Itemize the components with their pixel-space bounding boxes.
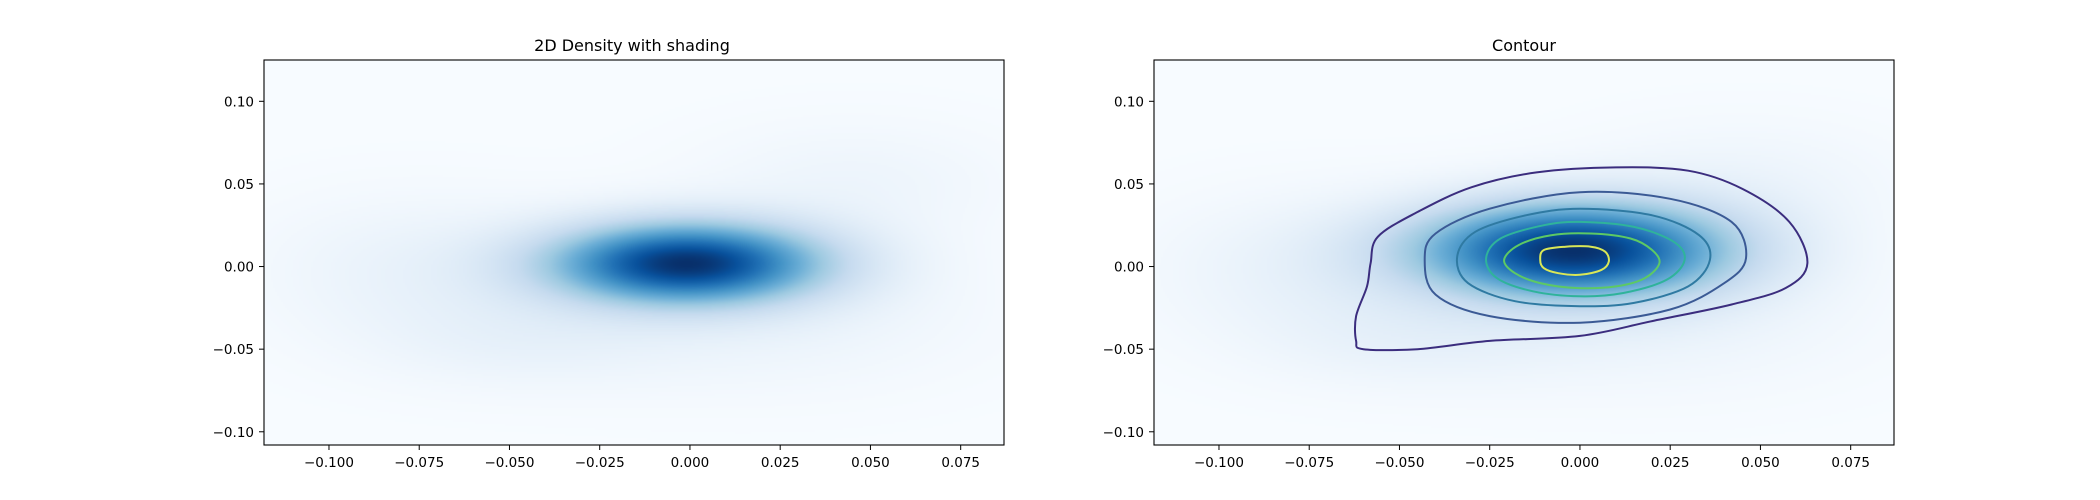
x-tick-label: −0.075 bbox=[394, 455, 444, 471]
contour-line bbox=[1539, 245, 1610, 276]
x-tick-label: −0.075 bbox=[1284, 455, 1334, 471]
x-tick-label: −0.025 bbox=[1465, 455, 1515, 471]
plot-frame bbox=[263, 59, 1005, 446]
contour-line bbox=[1353, 166, 1809, 352]
y-tick-label: −0.05 bbox=[213, 342, 254, 358]
x-tick-label: 0.000 bbox=[1561, 455, 1600, 471]
contour-heatmap bbox=[1154, 60, 1894, 445]
x-tick-label: −0.100 bbox=[304, 455, 354, 471]
x-tick-label: 0.075 bbox=[941, 455, 980, 471]
x-axis: −0.100 −0.075 −0.050 −0.025 0.000 0.025 0.050 0… bbox=[1194, 445, 1870, 471]
y-tick-label: −0.10 bbox=[1103, 425, 1144, 441]
y-axis: −0.10 −0.05 0.00 0.05 0.10 bbox=[213, 94, 264, 441]
contour-panel: Contour −0.100 −0.075 −0.050 −0.025 0.000 0.0… bbox=[1103, 36, 1895, 471]
contour-lines bbox=[1353, 166, 1809, 352]
contour-line bbox=[1503, 232, 1661, 290]
y-tick-label: 0.00 bbox=[224, 260, 254, 276]
y-tick-label: 0.10 bbox=[1114, 94, 1144, 110]
x-axis: −0.100 −0.075 −0.050 −0.025 0.000 0.025 0.050 0… bbox=[304, 445, 980, 471]
y-axis: −0.10 −0.05 0.00 0.05 0.10 bbox=[1103, 94, 1154, 441]
y-tick-label: 0.00 bbox=[1114, 260, 1144, 276]
x-tick-label: 0.050 bbox=[851, 455, 890, 471]
density-heatmap bbox=[264, 60, 1004, 445]
y-tick-label: −0.10 bbox=[213, 425, 254, 441]
x-tick-label: −0.025 bbox=[575, 455, 625, 471]
panel-title: 2D Density with shading bbox=[534, 36, 730, 55]
contour-line bbox=[1455, 207, 1712, 308]
x-tick-label: 0.025 bbox=[1651, 455, 1690, 471]
plot-frame bbox=[1153, 59, 1895, 446]
contour-line bbox=[1485, 220, 1686, 298]
contour-line bbox=[1423, 190, 1748, 324]
y-tick-label: 0.10 bbox=[224, 94, 254, 110]
x-tick-label: 0.000 bbox=[671, 455, 710, 471]
x-tick-label: −0.050 bbox=[484, 455, 534, 471]
x-tick-label: 0.075 bbox=[1831, 455, 1870, 471]
x-tick-label: 0.050 bbox=[1741, 455, 1780, 471]
y-tick-label: 0.05 bbox=[224, 177, 254, 193]
x-tick-label: −0.050 bbox=[1374, 455, 1424, 471]
x-tick-label: −0.100 bbox=[1194, 455, 1244, 471]
y-tick-label: −0.05 bbox=[1103, 342, 1144, 358]
y-tick-label: 0.05 bbox=[1114, 177, 1144, 193]
panel-title: Contour bbox=[1492, 36, 1556, 55]
x-tick-label: 0.025 bbox=[761, 455, 800, 471]
density-panel: 2D Density with shading −0.100 −0.075 −0.0… bbox=[213, 36, 1005, 471]
